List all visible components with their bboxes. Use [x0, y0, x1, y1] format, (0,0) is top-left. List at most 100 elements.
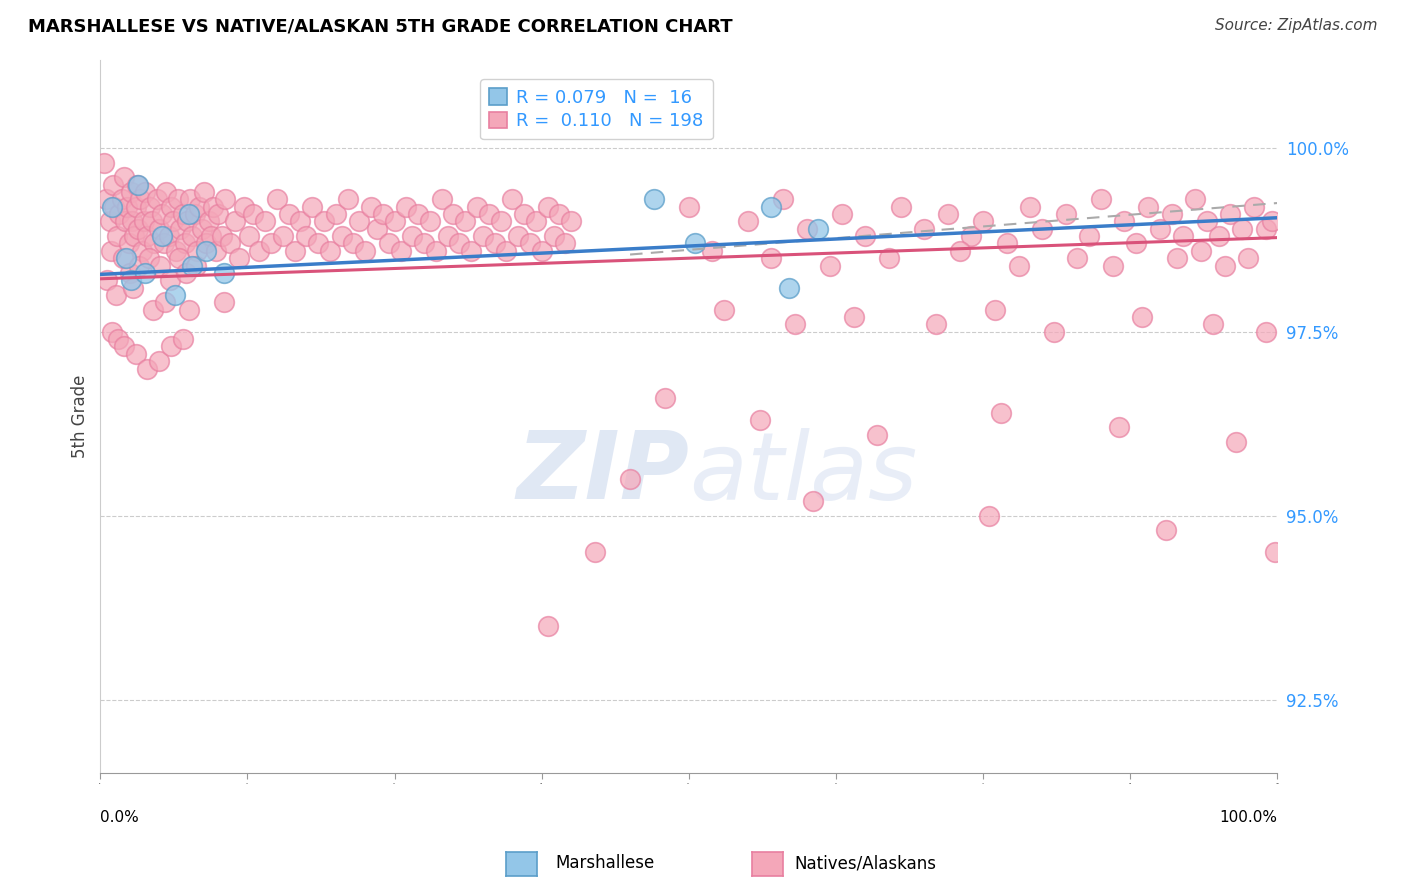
Point: [1195, 214, 1218, 228]
Point: [1208, 229, 1230, 244]
Text: Marshallese: Marshallese: [555, 855, 655, 872]
Point: [1154, 524, 1177, 538]
Point: [554, 236, 576, 251]
Point: [413, 236, 436, 251]
Point: [124, 229, 146, 244]
Point: [128, 259, 150, 273]
Point: [110, 192, 132, 206]
Point: [115, 251, 138, 265]
Point: [238, 229, 260, 244]
Point: [702, 244, 724, 258]
Point: [1108, 420, 1130, 434]
Point: [186, 244, 208, 258]
Point: [1189, 244, 1212, 258]
Point: [1101, 259, 1123, 273]
Point: [1066, 251, 1088, 265]
Point: [204, 244, 226, 258]
Point: [188, 200, 211, 214]
Point: [242, 207, 264, 221]
Point: [141, 214, 163, 228]
Point: [761, 251, 783, 265]
Point: [195, 236, 218, 251]
Point: [143, 236, 166, 251]
Point: [342, 236, 364, 251]
Point: [454, 214, 477, 228]
Point: [172, 207, 194, 221]
Point: [1007, 259, 1029, 273]
Point: [190, 221, 212, 235]
Point: [389, 244, 412, 258]
Point: [157, 229, 180, 244]
Point: [207, 207, 229, 221]
Point: [495, 244, 517, 258]
Point: [212, 295, 235, 310]
Point: [159, 273, 181, 287]
Point: [1184, 192, 1206, 206]
Point: [478, 207, 501, 221]
Point: [174, 266, 197, 280]
Point: [134, 185, 156, 199]
Point: [105, 229, 128, 244]
Point: [153, 236, 176, 251]
Point: [104, 288, 127, 302]
Point: [132, 214, 155, 228]
Point: [160, 339, 183, 353]
Point: [111, 251, 134, 265]
Point: [124, 347, 146, 361]
Point: [583, 545, 606, 559]
Point: [761, 200, 783, 214]
Point: [266, 192, 288, 206]
Point: [96, 192, 118, 206]
Point: [100, 244, 122, 258]
Point: [312, 214, 335, 228]
Point: [218, 236, 240, 251]
Point: [508, 229, 530, 244]
Point: [139, 200, 162, 214]
Point: [134, 266, 156, 280]
Point: [179, 192, 201, 206]
Point: [619, 472, 641, 486]
Point: [169, 221, 191, 235]
Point: [436, 229, 458, 244]
Point: [360, 200, 382, 214]
Point: [349, 214, 371, 228]
Point: [167, 192, 190, 206]
Point: [131, 244, 153, 258]
Point: [101, 200, 124, 214]
Point: [1125, 236, 1147, 251]
Text: Source: ZipAtlas.com: Source: ZipAtlas.com: [1215, 18, 1378, 33]
Point: [136, 361, 159, 376]
Point: [877, 251, 900, 265]
Point: [683, 236, 706, 251]
Point: [120, 273, 142, 287]
Point: [501, 192, 523, 206]
Point: [818, 259, 841, 273]
Point: [866, 427, 889, 442]
Point: [395, 200, 418, 214]
Point: [160, 200, 183, 214]
Point: [984, 302, 1007, 317]
Legend: R = 0.079   N =  16, R =  0.110   N = 198: R = 0.079 N = 16, R = 0.110 N = 198: [481, 79, 713, 139]
Point: [127, 221, 149, 235]
Point: [1225, 435, 1247, 450]
Point: [936, 207, 959, 221]
Point: [211, 229, 233, 244]
Point: [103, 200, 125, 214]
Point: [530, 244, 553, 258]
Point: [354, 244, 377, 258]
Point: [419, 214, 441, 228]
Point: [271, 229, 294, 244]
Point: [163, 288, 186, 302]
Point: [890, 200, 912, 214]
Point: [108, 207, 131, 221]
Point: [121, 214, 143, 228]
Point: [148, 354, 170, 368]
Point: [254, 214, 277, 228]
Point: [214, 192, 236, 206]
Point: [124, 200, 146, 214]
Point: [112, 339, 135, 353]
Point: [290, 214, 312, 228]
Point: [990, 406, 1012, 420]
Point: [202, 200, 225, 214]
Point: [153, 295, 176, 310]
